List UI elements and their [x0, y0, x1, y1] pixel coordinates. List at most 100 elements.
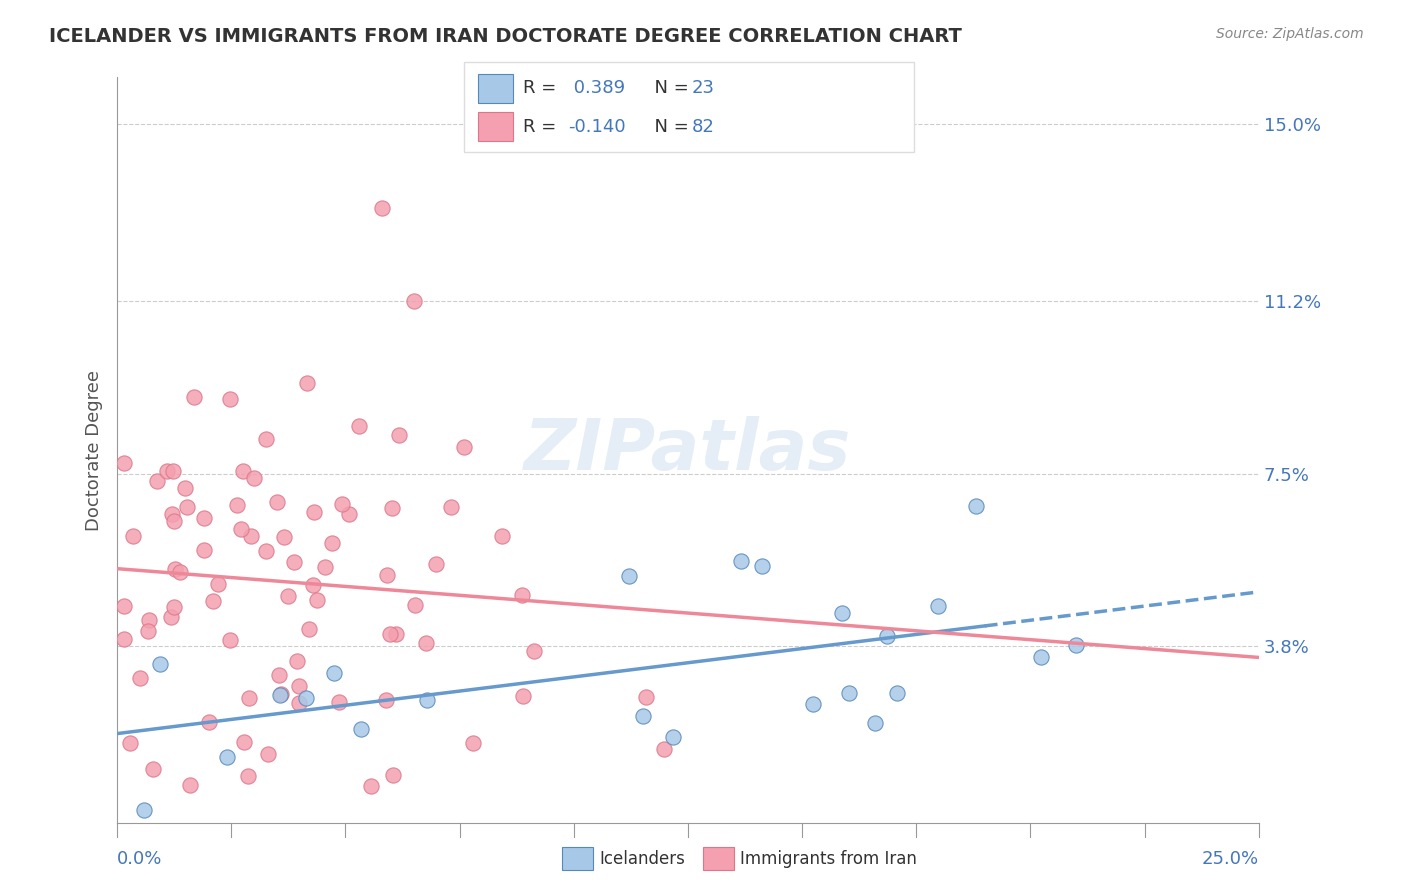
Point — [283, 556, 305, 570]
Text: 23: 23 — [692, 79, 714, 97]
Point — [863, 716, 886, 731]
Point — [321, 535, 343, 549]
Point — [218, 392, 240, 406]
Point — [229, 522, 252, 536]
Point — [378, 626, 401, 640]
Point — [328, 694, 350, 708]
Point — [219, 633, 242, 648]
Point — [388, 427, 411, 442]
Point — [634, 690, 657, 705]
Point — [1029, 650, 1052, 665]
Point — [193, 511, 215, 525]
Point — [112, 599, 135, 613]
Point — [238, 691, 260, 706]
Point — [165, 562, 187, 576]
Point — [463, 736, 485, 750]
Point — [243, 471, 266, 485]
Point — [160, 507, 183, 521]
Text: R =: R = — [523, 79, 562, 97]
Text: Source: ZipAtlas.com: Source: ZipAtlas.com — [1216, 27, 1364, 41]
Point — [254, 432, 277, 446]
Point — [371, 201, 394, 215]
Point — [402, 294, 425, 309]
Point — [269, 668, 291, 682]
Point — [183, 390, 205, 404]
Point — [298, 622, 321, 636]
Point — [415, 693, 437, 707]
Point — [381, 768, 404, 782]
Point — [415, 636, 437, 650]
Point — [226, 498, 249, 512]
Point — [266, 495, 288, 509]
Point — [269, 688, 291, 702]
Point — [349, 419, 371, 434]
Point — [288, 679, 311, 693]
Point — [385, 627, 408, 641]
Text: Icelanders: Icelanders — [599, 850, 685, 868]
Point — [512, 588, 534, 602]
Point — [330, 497, 353, 511]
Point — [491, 529, 513, 543]
Point — [375, 568, 398, 582]
Point — [337, 507, 360, 521]
Point — [751, 559, 773, 574]
Point — [202, 593, 225, 607]
Point — [160, 610, 183, 624]
Point — [112, 632, 135, 646]
Point — [360, 780, 382, 794]
Text: R =: R = — [523, 118, 562, 136]
Point — [176, 500, 198, 514]
Point — [927, 599, 949, 613]
Text: 82: 82 — [692, 118, 714, 136]
Point — [149, 657, 172, 671]
Point — [138, 613, 160, 627]
Point — [440, 500, 463, 514]
Point — [236, 769, 259, 783]
Text: Immigrants from Iran: Immigrants from Iran — [740, 850, 917, 868]
Text: ICELANDER VS IMMIGRANTS FROM IRAN DOCTORATE DEGREE CORRELATION CHART: ICELANDER VS IMMIGRANTS FROM IRAN DOCTOR… — [49, 27, 962, 45]
Point — [122, 528, 145, 542]
Point — [886, 686, 908, 700]
Text: 0.389: 0.389 — [568, 79, 626, 97]
Point — [273, 530, 295, 544]
Point — [730, 554, 752, 568]
Point — [512, 690, 534, 704]
Point — [302, 505, 325, 519]
Point — [163, 514, 186, 528]
Point — [270, 687, 292, 701]
Y-axis label: Doctorate Degree: Doctorate Degree — [86, 370, 103, 531]
Point — [132, 803, 155, 817]
Text: ZIPatlas: ZIPatlas — [524, 416, 852, 485]
Point — [314, 560, 336, 574]
Point — [374, 693, 396, 707]
Point — [831, 607, 853, 621]
Point — [112, 457, 135, 471]
Point — [425, 558, 447, 572]
Point — [295, 690, 318, 705]
Point — [142, 762, 165, 776]
Point — [156, 464, 179, 478]
Point — [193, 542, 215, 557]
Point — [965, 500, 987, 514]
Point — [381, 500, 404, 515]
Point — [233, 734, 256, 748]
Point — [215, 750, 238, 764]
Point — [128, 671, 150, 685]
Point — [801, 698, 824, 712]
Point — [453, 440, 475, 454]
Point — [288, 696, 311, 710]
Point — [254, 544, 277, 558]
Point — [198, 714, 221, 729]
Point — [404, 598, 426, 612]
Text: N =: N = — [643, 79, 695, 97]
Text: -0.140: -0.140 — [568, 118, 626, 136]
Text: 0.0%: 0.0% — [117, 850, 163, 868]
Point — [145, 474, 167, 488]
Point — [169, 566, 191, 580]
Text: 25.0%: 25.0% — [1202, 850, 1258, 868]
Point — [838, 685, 860, 699]
Point — [174, 481, 197, 495]
Point — [323, 665, 346, 680]
Point — [305, 593, 328, 607]
Point — [285, 654, 308, 668]
